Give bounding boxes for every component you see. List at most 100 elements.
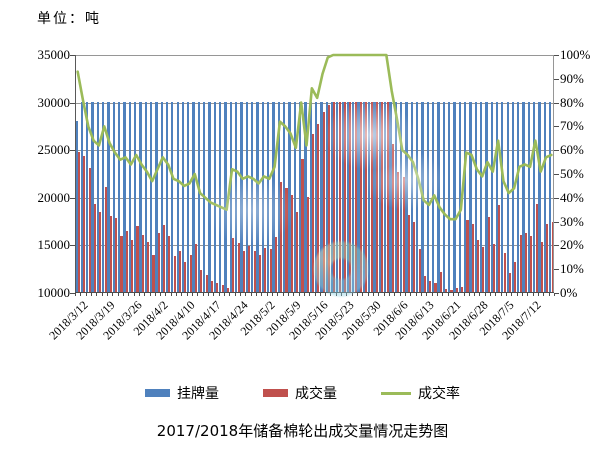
traded-bar [514,261,517,292]
x-tick [165,293,167,296]
left-axis-label: 15000 [37,237,71,253]
right-axis-label: 70% [560,118,584,134]
listed-bar [80,101,84,292]
plot-area [70,53,559,299]
traded-bar [317,124,320,292]
x-tick [436,293,438,296]
traded-bar [88,168,91,292]
listed-bar [176,101,179,292]
listed-bar [229,101,233,292]
x-tick [287,293,289,296]
listed-bar [165,101,169,292]
listed-bar [149,101,153,292]
x-tick [133,293,135,296]
traded-bar [312,134,315,292]
x-tick [516,293,518,296]
x-tick [186,293,188,296]
traded-bar [136,226,139,292]
listed-bar [325,101,328,292]
x-tick [197,293,199,296]
listed-bar [197,101,201,292]
x-tick [192,293,194,296]
x-tick [245,293,247,296]
listed-bar [330,101,334,292]
chart-title: 2017/2018年储备棉轮出成交量情况走势图 [156,422,449,440]
x-axis-line [75,292,554,293]
right-axis-label: 80% [560,94,584,110]
listed-bar [549,101,552,292]
traded-bar [551,221,554,292]
listed-bar [160,101,163,292]
x-tick [452,293,454,296]
gridline [75,55,554,56]
listed-bar [102,101,105,292]
right-tick [554,221,559,223]
x-tick [484,293,486,296]
listed-bar [277,101,280,292]
traded-bar [280,181,283,292]
right-tick [554,78,559,80]
listed-bar [117,101,121,292]
listed-bar [128,101,131,292]
left-tick [70,102,75,104]
traded-bar [179,251,182,292]
x-tick [383,293,385,296]
traded-bar [407,214,410,292]
legend-label-rate: 成交率 [418,386,460,402]
traded-bar [445,289,448,292]
right-tick [554,197,559,199]
x-tick [213,293,215,296]
x-tick [208,293,210,296]
left-axis-label: 10000 [37,285,71,300]
listed-bar [208,101,211,292]
traded-bar [157,233,160,292]
x-tick [362,293,364,296]
traded-bar [99,212,102,292]
listed-bar [240,101,243,292]
listed-bar [219,101,222,292]
traded-bar [434,282,437,292]
listed-bar [224,101,227,292]
x-tick [266,293,268,296]
traded-bar [391,144,394,292]
x-tick [522,293,524,296]
x-tick [101,293,103,296]
traded-bar [163,225,166,292]
rate-line-layer [76,53,553,221]
x-tick [176,293,178,296]
listed-bar [453,101,456,292]
traded-bar [125,231,128,292]
x-tick [543,293,545,296]
x-tick [532,293,534,296]
x-tick [293,293,295,296]
listed-bar [506,101,509,292]
x-tick [346,293,348,296]
traded-bar [83,155,86,292]
traded-bar [248,246,251,292]
traded-bar [115,217,118,292]
listed-bar [357,101,360,292]
traded-bar [524,233,528,292]
x-tick [319,293,321,296]
x-tick [468,293,470,296]
listed-bar [112,101,115,292]
legend: 挂牌量 成交量 成交率 [0,383,605,403]
x-tick [442,293,444,296]
traded-bar [333,101,336,292]
traded-bar [189,254,192,292]
traded-bar [253,251,256,292]
x-tick [463,293,465,296]
listed-bar [107,101,110,292]
traded-bar [471,224,474,292]
traded-bar [194,244,198,292]
x-tick [548,293,550,296]
listed-bar [213,101,217,292]
x-tick [335,293,337,296]
x-tick [128,293,130,296]
traded-bar [269,249,272,292]
traded-bar [141,234,144,292]
legend-item-traded: 成交量 [263,383,337,403]
x-tick [80,293,82,296]
traded-bar [290,194,293,292]
left-tick [70,150,75,152]
